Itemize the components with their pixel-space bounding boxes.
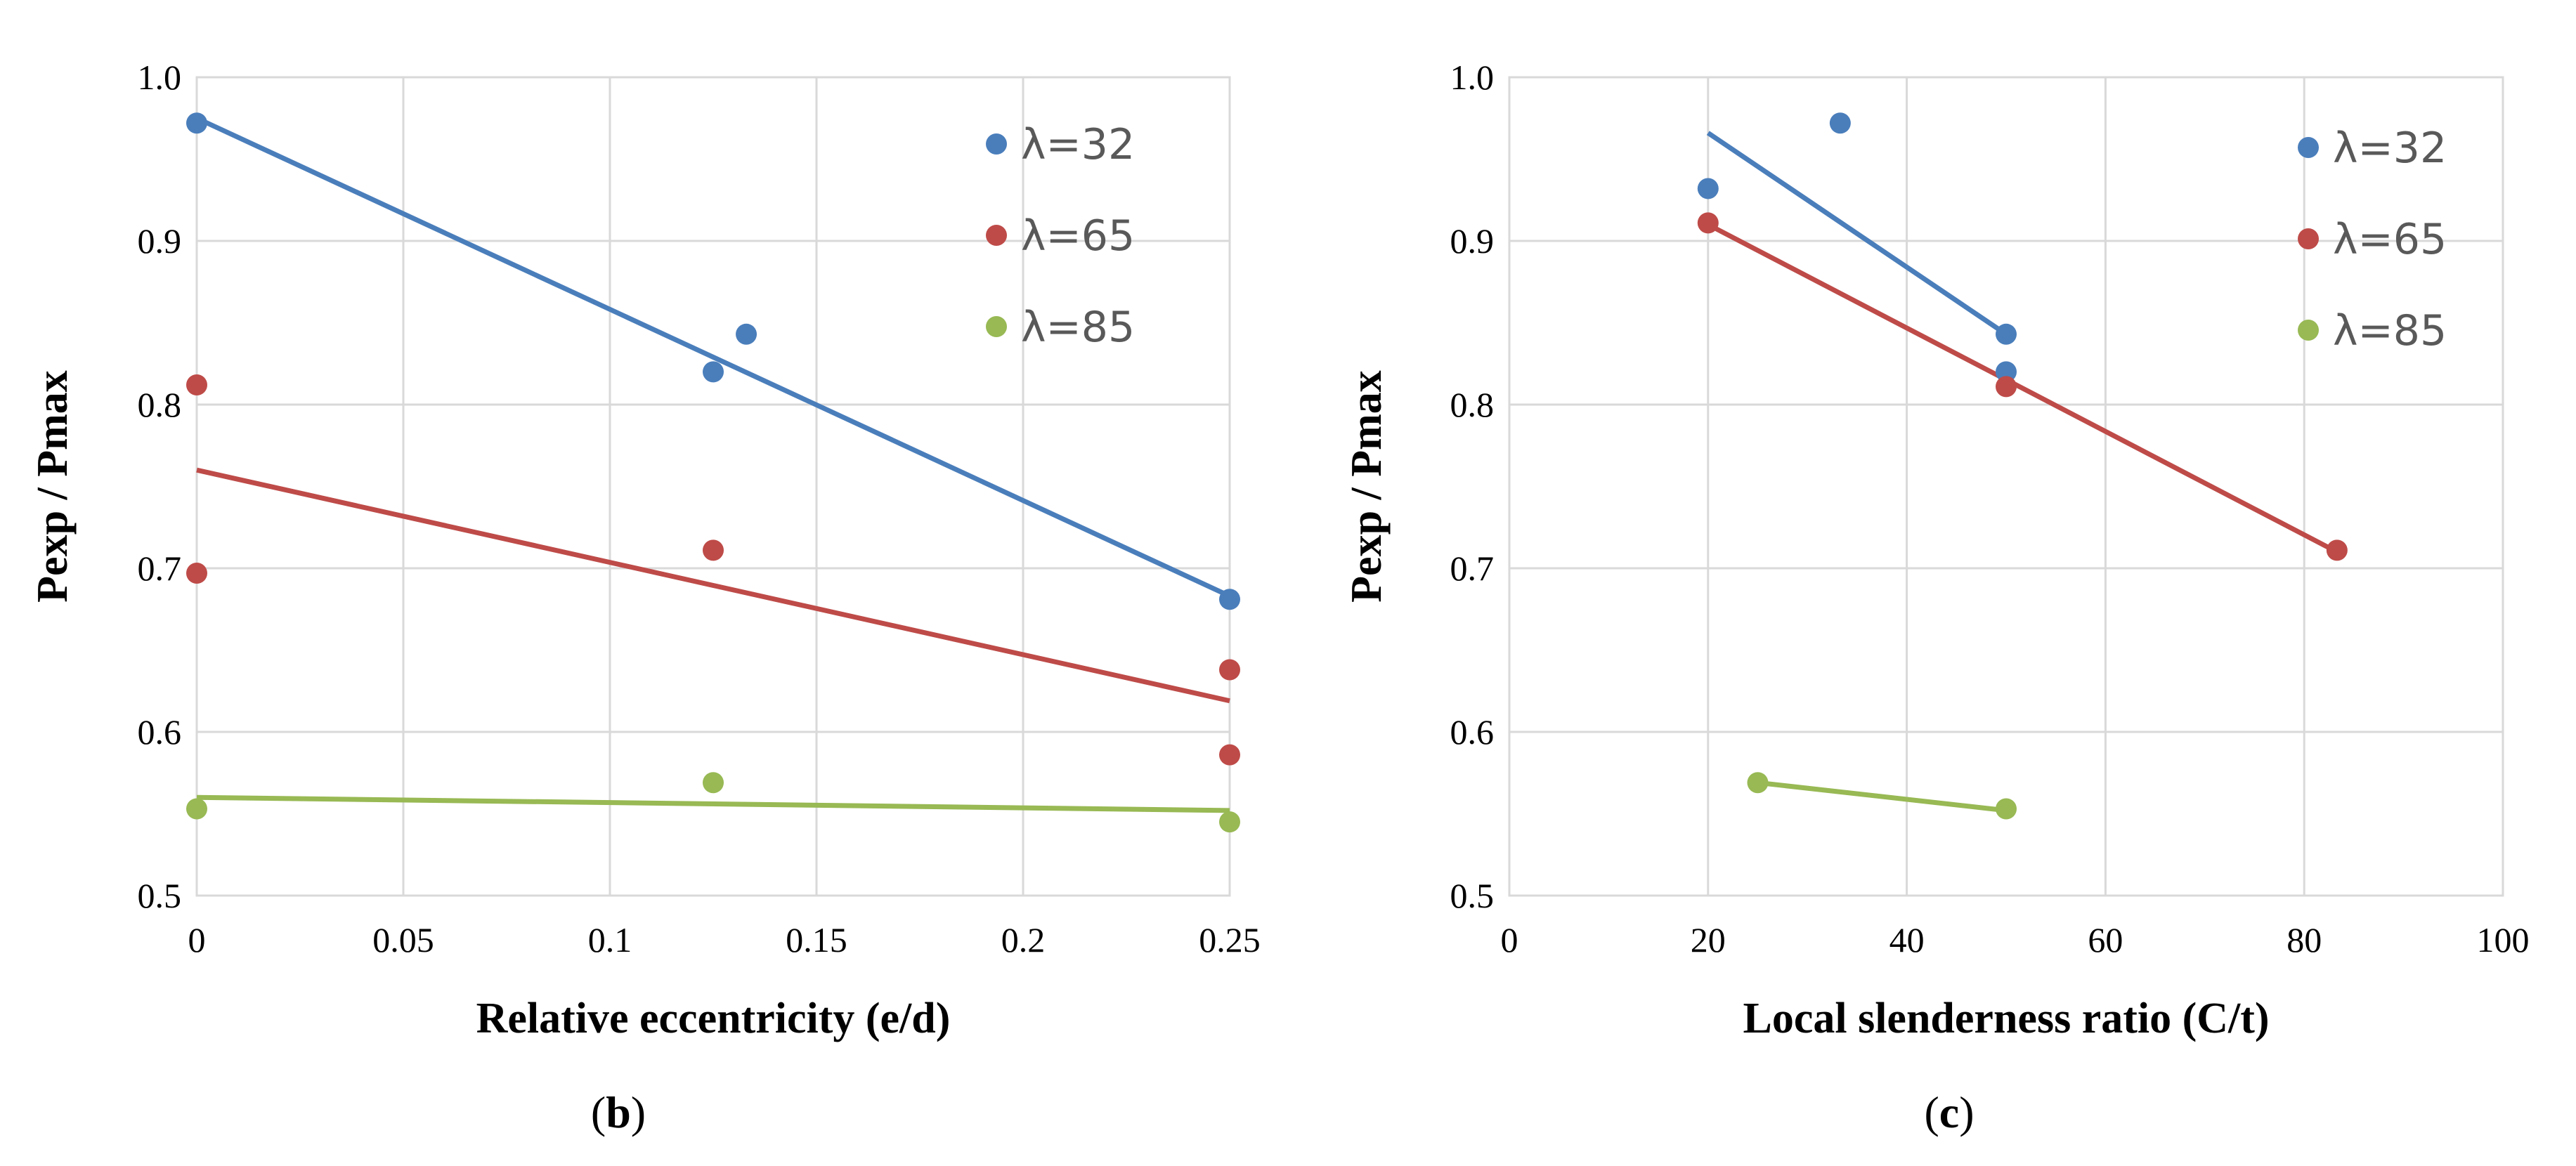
x-tick-label: 80 [2286, 920, 2322, 959]
caption-c: (c) [1924, 1087, 1974, 1137]
x-tick-label: 0.1 [588, 920, 632, 959]
legend-marker-2 [986, 316, 1007, 337]
x-tick-label: 0 [1501, 920, 1518, 959]
data-point-2 [1747, 772, 1769, 794]
data-point-2 [1996, 798, 2017, 820]
data-point-1 [703, 539, 724, 561]
trendline-1 [196, 467, 1230, 704]
x-tick-label: 100 [2477, 920, 2530, 959]
data-point-0 [1697, 178, 1719, 199]
legend-label-0: λ=32 [2333, 124, 2447, 173]
y-tick-label: 0.7 [1450, 549, 1495, 588]
data-point-0 [1219, 589, 1240, 610]
legend-label-0: λ=32 [1021, 120, 1135, 169]
x-tick-label: 20 [1691, 920, 1726, 959]
trendline-0 [1706, 131, 2008, 336]
x-axis-title: Relative eccentricity (e/d) [476, 995, 951, 1042]
y-tick-label: 0.7 [138, 549, 182, 588]
data-point-0 [1996, 323, 2017, 345]
y-tick-label: 0.8 [1450, 385, 1495, 424]
data-point-0 [186, 112, 207, 134]
trendline-1 [1707, 222, 2338, 554]
x-tick-label: 0 [188, 920, 206, 959]
data-point-2 [1219, 811, 1240, 833]
y-tick-label: 1.0 [138, 58, 182, 97]
chart-panel-b: 0.5 0.6 0.7 0.8 0.9 1.0 0 0.05 0.1 0.15 0.2 0.25 Rel… [29, 58, 1261, 1042]
data-point-0 [1829, 112, 1851, 134]
data-point-1 [2326, 539, 2348, 561]
data-point-0 [703, 361, 724, 383]
data-point-0 [1996, 361, 2017, 383]
x-tick-label: 0.25 [1199, 920, 1261, 959]
x-tick-label: 0.05 [372, 920, 434, 959]
trendline-2 [1757, 780, 2007, 813]
y-tick-label: 0.6 [138, 712, 182, 752]
data-point-2 [186, 798, 207, 820]
y-tick-label: 0.8 [138, 385, 182, 424]
legend-marker-0 [986, 133, 1007, 155]
legend-label-1: λ=65 [2333, 215, 2447, 264]
trendline-0 [195, 116, 1231, 598]
legend-marker-2 [2298, 320, 2319, 341]
data-point-1 [186, 562, 207, 584]
x-axis-title: Local slenderness ratio (C/t) [1743, 995, 2269, 1042]
plot-frame [195, 76, 1231, 897]
data-point-1 [186, 374, 207, 396]
y-axis-title: Pexp / Pmax [1343, 370, 1391, 603]
data-point-2 [703, 772, 724, 794]
legend-marker-1 [986, 225, 1007, 246]
data-point-1 [1219, 744, 1240, 766]
data-point-1 [1697, 212, 1719, 234]
y-tick-label: 0.5 [138, 876, 182, 915]
trendline-2 [196, 794, 1230, 813]
y-tick-label: 0.9 [1450, 221, 1495, 261]
caption-b: (b) [591, 1087, 646, 1137]
legend-marker-1 [2298, 228, 2319, 249]
legend-label-2: λ=85 [1021, 303, 1135, 352]
x-tick-label: 60 [2088, 920, 2123, 959]
data-point-1 [1996, 376, 2017, 398]
y-tick-label: 0.5 [1450, 876, 1495, 915]
x-tick-label: 0.2 [1001, 920, 1046, 959]
legend-marker-0 [2298, 137, 2319, 158]
legend-label-1: λ=65 [1021, 211, 1135, 261]
chart-panel-c: 0.5 0.6 0.7 0.8 0.9 1.0 0 20 40 60 80 100 Local slen… [1343, 58, 2530, 1042]
plot-frame [1508, 76, 2504, 897]
data-point-0 [736, 323, 757, 345]
data-point-1 [1219, 659, 1240, 681]
x-tick-label: 40 [1889, 920, 1925, 959]
y-axis-title: Pexp / Pmax [29, 370, 77, 603]
y-tick-label: 1.0 [1450, 58, 1495, 97]
x-tick-label: 0.15 [786, 920, 847, 959]
y-tick-label: 0.6 [1450, 712, 1495, 752]
legend-label-2: λ=85 [2333, 306, 2447, 355]
y-tick-label: 0.9 [138, 221, 182, 261]
